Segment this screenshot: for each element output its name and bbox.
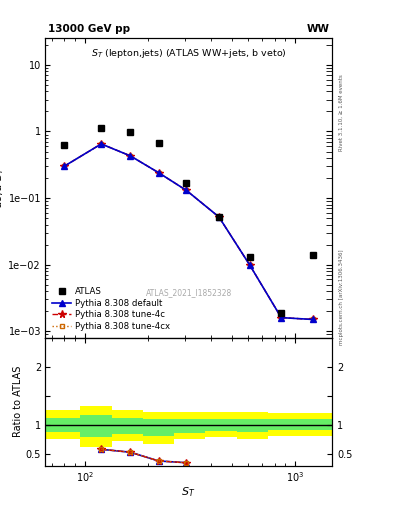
- Pythia 8.308 tune-4cx: [279, 314, 284, 321]
- Pythia 8.308 tune-4c: [156, 169, 161, 176]
- Pythia 8.308 tune-4cx: [156, 169, 161, 176]
- Pythia 8.308 default: [128, 153, 133, 159]
- Y-axis label: Ratio to ATLAS: Ratio to ATLAS: [13, 366, 23, 437]
- ATLAS: [248, 254, 252, 260]
- Pythia 8.308 tune-4cx: [128, 153, 133, 159]
- Y-axis label: d$\sigma$/d $S_T$: d$\sigma$/d $S_T$: [0, 166, 6, 209]
- ATLAS: [311, 252, 316, 258]
- Pythia 8.308 tune-4cx: [184, 187, 189, 194]
- Line: Pythia 8.308 tune-4cx: Pythia 8.308 tune-4cx: [62, 141, 316, 322]
- Line: ATLAS: ATLAS: [61, 125, 316, 316]
- Text: mcplots.cern.ch [arXiv:1306.3436]: mcplots.cern.ch [arXiv:1306.3436]: [339, 249, 344, 345]
- Line: Pythia 8.308 default: Pythia 8.308 default: [61, 141, 316, 322]
- Pythia 8.308 tune-4c: [99, 141, 104, 147]
- Text: 13000 GeV pp: 13000 GeV pp: [48, 24, 130, 34]
- ATLAS: [62, 142, 66, 148]
- Pythia 8.308 tune-4c: [128, 153, 133, 159]
- ATLAS: [217, 214, 221, 220]
- Pythia 8.308 default: [217, 214, 221, 220]
- Pythia 8.308 default: [311, 316, 316, 323]
- Pythia 8.308 tune-4cx: [217, 214, 221, 220]
- Pythia 8.308 tune-4cx: [311, 316, 316, 323]
- Line: Pythia 8.308 tune-4c: Pythia 8.308 tune-4c: [61, 140, 317, 323]
- Pythia 8.308 default: [62, 163, 66, 169]
- Pythia 8.308 tune-4c: [62, 163, 66, 169]
- Pythia 8.308 tune-4cx: [248, 262, 252, 268]
- Pythia 8.308 default: [279, 314, 284, 321]
- ATLAS: [279, 310, 284, 316]
- Pythia 8.308 default: [184, 187, 189, 194]
- ATLAS: [128, 130, 133, 136]
- Text: WW: WW: [306, 24, 329, 34]
- Pythia 8.308 tune-4c: [217, 214, 221, 220]
- ATLAS: [99, 125, 104, 131]
- Text: $S_T$ (lepton,jets) (ATLAS WW+jets, b veto): $S_T$ (lepton,jets) (ATLAS WW+jets, b ve…: [91, 48, 286, 60]
- Pythia 8.308 tune-4c: [184, 187, 189, 194]
- Pythia 8.308 tune-4cx: [99, 141, 104, 147]
- Legend: ATLAS, Pythia 8.308 default, Pythia 8.308 tune-4c, Pythia 8.308 tune-4cx: ATLAS, Pythia 8.308 default, Pythia 8.30…: [50, 285, 173, 333]
- Pythia 8.308 tune-4c: [311, 316, 316, 323]
- ATLAS: [156, 140, 161, 146]
- Pythia 8.308 default: [156, 169, 161, 176]
- Text: ATLAS_2021_I1852328: ATLAS_2021_I1852328: [145, 288, 232, 297]
- Pythia 8.308 default: [248, 262, 252, 268]
- Pythia 8.308 default: [99, 141, 104, 147]
- Text: Rivet 3.1.10, ≥ 1.6M events: Rivet 3.1.10, ≥ 1.6M events: [339, 74, 344, 151]
- ATLAS: [184, 180, 189, 186]
- Pythia 8.308 tune-4c: [248, 262, 252, 268]
- X-axis label: $S_T$: $S_T$: [182, 485, 196, 499]
- Pythia 8.308 tune-4c: [279, 314, 284, 321]
- Pythia 8.308 tune-4cx: [62, 163, 66, 169]
